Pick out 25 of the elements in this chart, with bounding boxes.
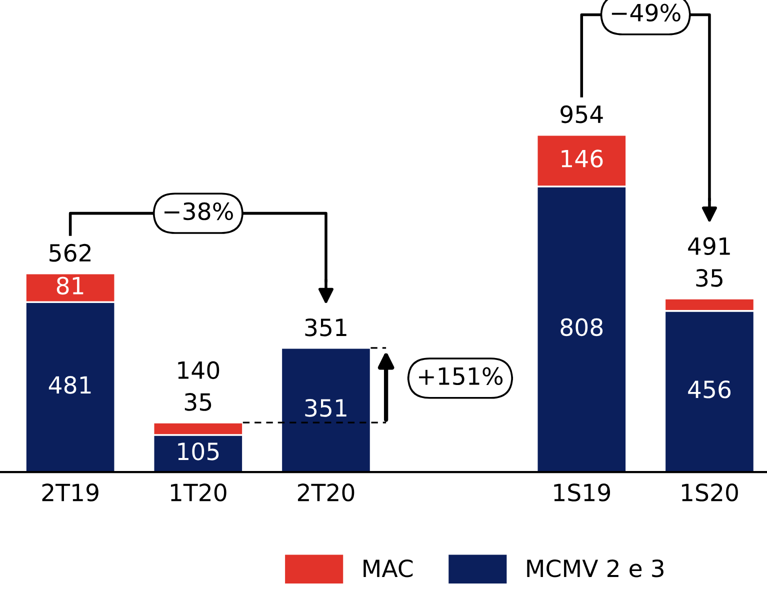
x-tick-label: 1S20 xyxy=(682,484,738,502)
data-label: 456 xyxy=(688,380,731,398)
x-tick-label: 1S19 xyxy=(554,484,610,502)
annotation: −38% xyxy=(164,202,233,220)
text: −49% xyxy=(612,4,680,22)
data-label: 351 xyxy=(305,398,346,417)
x-tick-label: 1T20 xyxy=(170,484,226,502)
x-tick-label: 2T20 xyxy=(298,484,354,502)
total-label: 351 xyxy=(305,318,346,336)
total-label: 954 xyxy=(560,105,603,124)
total-label: 562 xyxy=(50,244,90,262)
total-label: 491 xyxy=(688,237,730,256)
data-label: 35 xyxy=(696,268,722,287)
legend-label: MCMV 2 e 3 xyxy=(527,559,664,578)
bar xyxy=(280,347,372,472)
data-label: 808 xyxy=(560,318,603,336)
x-tick-label: 2T19 xyxy=(42,484,98,502)
data-label: 81 xyxy=(56,276,84,295)
data-label: 35 xyxy=(184,393,212,411)
total-label: 140 xyxy=(178,361,220,380)
annotation: +151% xyxy=(419,367,503,386)
legend-label: MAC xyxy=(364,559,413,578)
data-label: 105 xyxy=(178,442,219,460)
data-label: 146 xyxy=(562,150,603,168)
data-label: 481 xyxy=(48,376,91,394)
